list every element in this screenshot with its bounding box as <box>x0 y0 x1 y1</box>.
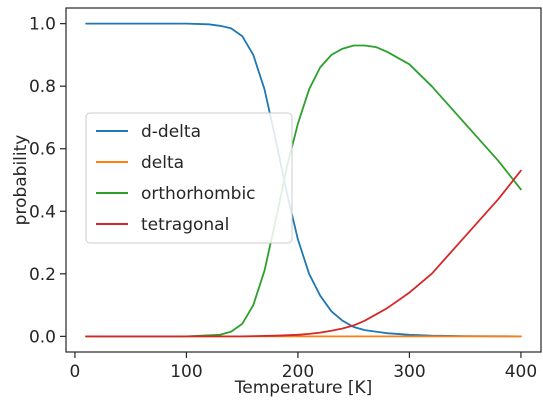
x-tick-label: 300 <box>393 362 425 382</box>
y-tick-label: 0.4 <box>29 202 56 222</box>
y-tick-label: 0.2 <box>29 265 56 285</box>
series-line-tetragonal <box>85 169 522 338</box>
y-tick-label: 0.0 <box>29 327 56 347</box>
x-tick-label: 0 <box>70 362 81 382</box>
axis-ticks-group: 0 100 200 300 400 0.0 0.2 0.4 0.6 0.8 1.0 <box>29 15 537 382</box>
x-axis-title: Temperature [K] <box>234 378 373 398</box>
y-tick-label: 1.0 <box>29 15 56 35</box>
legend-label: orthorhombic <box>141 184 256 204</box>
y-tick-label: 0.6 <box>29 140 56 160</box>
y-tick-label: 0.8 <box>29 77 56 97</box>
legend-label: delta <box>141 153 184 173</box>
x-tick-label: 100 <box>170 362 202 382</box>
legend: d-delta delta orthorhombic tetragonal <box>85 112 293 244</box>
plot-frame <box>65 7 542 353</box>
y-axis-title: probability <box>11 135 31 226</box>
series-line-d-delta <box>85 22 522 338</box>
x-tick-label: 400 <box>505 362 537 382</box>
legend-label: tetragonal <box>141 215 229 235</box>
plot-series-group <box>85 22 522 338</box>
series-line-orthorhombic <box>85 44 522 338</box>
legend-box <box>85 112 293 244</box>
legend-label: d-delta <box>141 122 201 142</box>
x-tick-label: 200 <box>282 362 314 382</box>
